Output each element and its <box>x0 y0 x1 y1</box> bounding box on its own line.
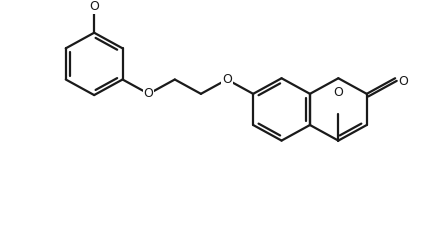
Text: O: O <box>397 75 407 88</box>
Text: O: O <box>89 0 99 13</box>
Text: O: O <box>222 73 231 86</box>
Text: O: O <box>333 86 343 99</box>
Text: O: O <box>144 87 153 100</box>
